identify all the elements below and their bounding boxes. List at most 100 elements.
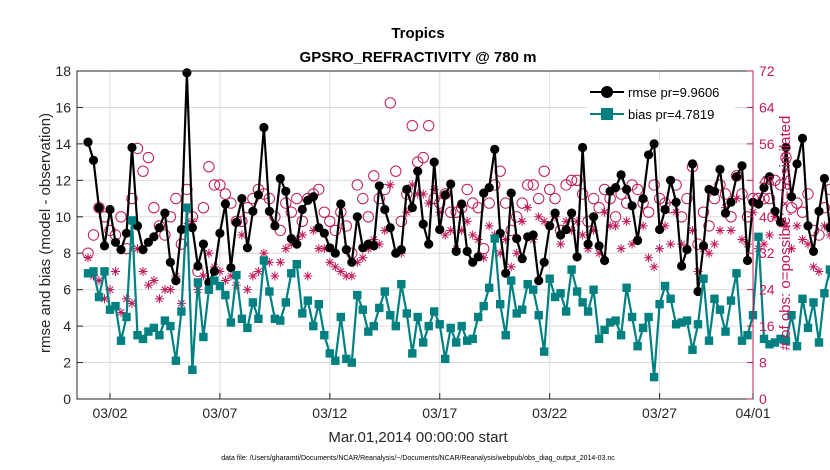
rmse-point	[770, 206, 780, 216]
bias-point	[622, 283, 631, 292]
assimilated-point	[567, 225, 577, 235]
assimilated-point	[264, 257, 274, 267]
bias-point	[133, 331, 142, 340]
bias-point	[358, 305, 367, 314]
possible-point	[549, 192, 561, 205]
possible-point	[384, 97, 396, 109]
assimilated-point	[523, 203, 533, 213]
bias-point	[567, 265, 576, 274]
bias-point	[787, 311, 796, 320]
assimilated-point	[605, 221, 615, 231]
assimilated-point	[473, 235, 483, 245]
possible-point	[571, 174, 583, 187]
x-tick-label: 03/22	[532, 405, 567, 421]
bias-point	[430, 307, 439, 316]
rmse-point	[611, 183, 621, 193]
bias-point	[182, 203, 192, 212]
rmse-point	[99, 241, 110, 251]
possible-point	[736, 188, 748, 200]
rmse-point	[687, 159, 698, 169]
y-tick-label: 16	[55, 99, 71, 115]
bias-point	[424, 321, 433, 331]
bias-point	[177, 307, 186, 316]
bias-point	[633, 342, 642, 351]
y-tick-label: 6	[63, 282, 71, 298]
possible-point	[494, 165, 506, 177]
rmse-point	[209, 266, 219, 276]
assimilated-point	[330, 262, 340, 272]
rmse-point	[176, 224, 186, 235]
possible-point	[417, 151, 429, 164]
assimilated-point	[110, 266, 120, 276]
rmse-point	[396, 245, 406, 255]
rmse-point	[666, 175, 676, 185]
rmse-point	[451, 246, 461, 256]
rmse-point	[753, 199, 764, 209]
rmse-point	[94, 203, 104, 213]
assimilated-point	[622, 216, 632, 226]
possible-point	[791, 197, 803, 209]
possible-point	[615, 188, 627, 200]
bias-point	[743, 331, 752, 340]
assimilated-point	[737, 235, 747, 245]
assimilated-point	[770, 212, 780, 222]
bias-point	[540, 347, 549, 356]
bias-point	[94, 292, 104, 302]
bias-point	[666, 294, 675, 303]
bias-point	[303, 296, 312, 305]
assimilated-point	[501, 235, 511, 245]
assimilated-point	[237, 230, 247, 240]
assimilated-point	[314, 244, 324, 254]
bias-point	[149, 323, 159, 333]
assimilated-point	[814, 266, 824, 276]
assimilated-point	[534, 212, 544, 222]
assimilated-point	[275, 257, 285, 267]
assimilated-point	[347, 271, 357, 281]
bias-point	[89, 267, 98, 276]
rmse-point	[292, 239, 302, 249]
bias-point	[583, 307, 593, 316]
possible-point	[87, 229, 100, 241]
assimilated-point	[589, 225, 599, 235]
bias-point	[501, 331, 510, 340]
bias-point	[457, 321, 466, 331]
assimilated-point	[495, 248, 505, 258]
bias-point	[199, 332, 208, 342]
x-axis-label: Mar.01,2014 00:00:00 start	[328, 429, 508, 446]
possible-point	[214, 179, 226, 191]
bias-point	[578, 298, 587, 307]
rmse-point	[138, 245, 148, 255]
rmse-point	[193, 261, 203, 271]
assimilated-point	[127, 298, 137, 308]
assimilated-point	[149, 276, 159, 286]
rmse-point	[792, 159, 802, 169]
possible-point	[774, 179, 787, 191]
assimilated-point	[143, 280, 153, 290]
rmse-point	[720, 208, 731, 218]
possible-point	[423, 120, 435, 132]
possible-point	[758, 192, 770, 205]
assimilated-point	[132, 244, 142, 254]
assimilated-point	[352, 257, 362, 267]
bias-point	[809, 298, 818, 307]
assimilated-point	[231, 280, 241, 290]
assimilated-point	[578, 230, 588, 240]
assimilated-point	[732, 194, 742, 204]
assimilated-point	[561, 216, 571, 226]
rmse-point	[407, 203, 417, 213]
bias-point	[611, 316, 620, 325]
rmse-point	[237, 194, 247, 204]
x-tick-label: 03/07	[202, 405, 237, 421]
assimilated-point	[336, 266, 346, 276]
rmse-point	[473, 252, 483, 262]
bias-point	[342, 354, 351, 364]
rmse-point	[561, 224, 571, 235]
possible-point	[148, 202, 160, 214]
assimilated-point	[242, 285, 252, 295]
bias-point	[248, 298, 258, 307]
bias-point	[391, 321, 400, 331]
rmse-point	[698, 241, 709, 251]
assimilated-point	[677, 239, 687, 249]
bias-point	[188, 365, 197, 374]
possible-point	[461, 183, 473, 196]
